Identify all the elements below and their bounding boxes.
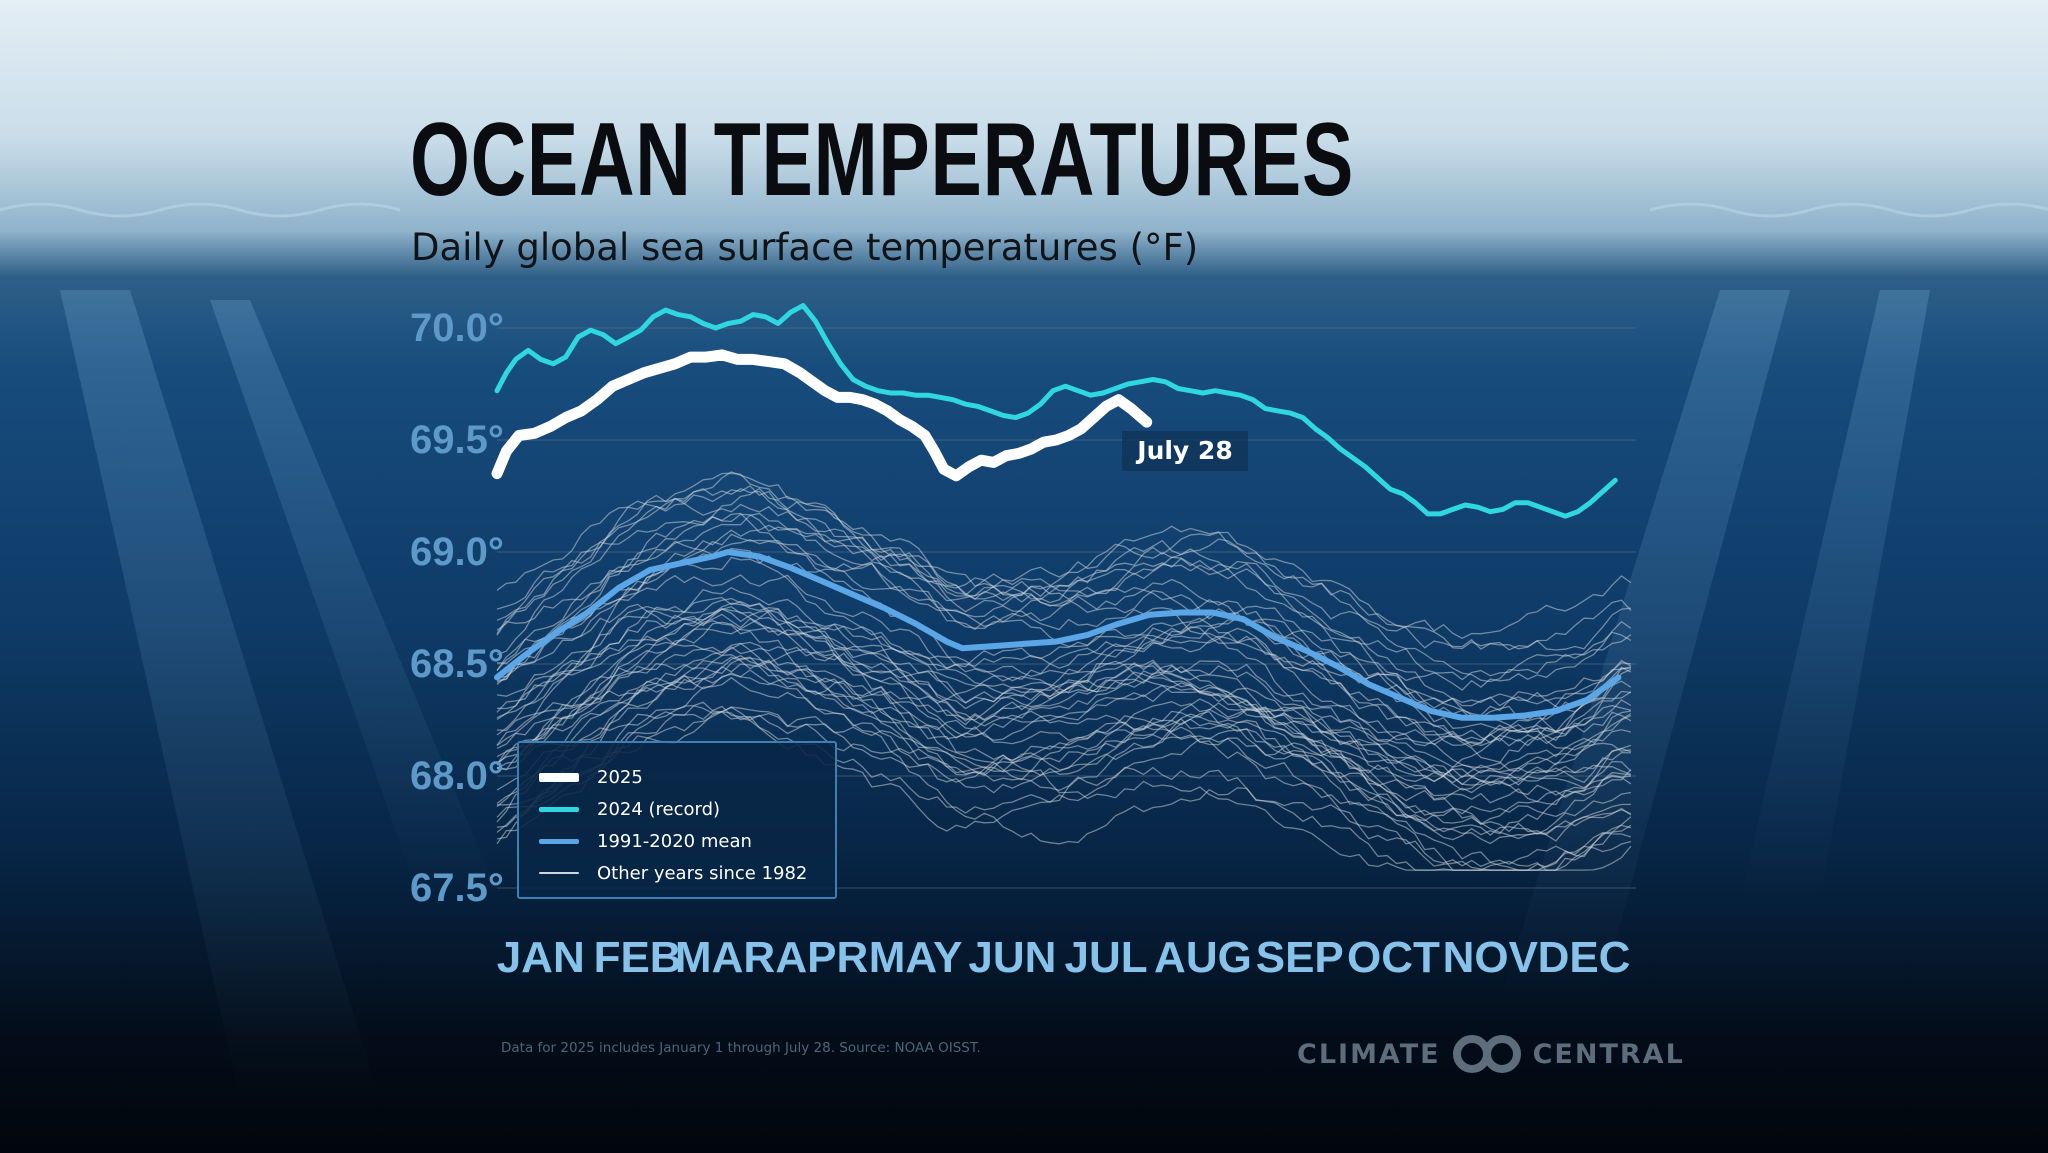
logo-word-left: CLIMATE (1297, 1038, 1441, 1070)
highlight-series (491, 303, 1622, 721)
other-year-line (496, 705, 1632, 871)
other-year-line (496, 605, 1632, 736)
x-tick-label: JAN (497, 933, 585, 982)
page-subtitle: Daily global sea surface temperatures (°… (411, 226, 1199, 269)
other-year-line (496, 485, 1632, 683)
other-year-line (496, 512, 1631, 747)
other-year-line (496, 533, 1632, 684)
other-year-line (496, 617, 1631, 771)
y-axis: 70.0° 69.5° 69.0° 68.5° 68.0° 67.5° (410, 306, 504, 910)
series-mean-line (494, 549, 1622, 721)
x-tick-label: AUG (1154, 933, 1252, 982)
page-title: OCEAN TEMPERATURES (410, 102, 1355, 218)
other-year-line (496, 472, 1632, 640)
other-year-line (496, 597, 1632, 747)
legend-label: 2025 (597, 766, 643, 788)
legend-item-2024: 2024 (record) (539, 793, 835, 825)
other-year-line (496, 487, 1632, 737)
other-year-line (496, 663, 1632, 802)
other-year-line (496, 698, 1632, 840)
y-tick-label: 70.0° (410, 306, 504, 350)
y-tick-label: 68.5° (410, 642, 504, 686)
source-footnote: Data for 2025 includes January 1 through… (501, 1040, 981, 1056)
x-tick-label: FEB (594, 933, 682, 982)
legend-swatch (539, 872, 579, 874)
x-tick-label: JUN (968, 933, 1056, 982)
y-tick-label: 68.0° (410, 754, 504, 798)
date-callout: July 28 (1122, 431, 1248, 471)
other-year-line (496, 617, 1631, 804)
other-year-line (496, 673, 1632, 845)
other-year-line (496, 656, 1632, 871)
x-tick-label: DEC (1538, 933, 1631, 982)
legend-label: 1991-2020 mean (597, 830, 752, 852)
other-year-line (496, 710, 1632, 865)
other-year-line (496, 471, 1631, 651)
x-tick-label: MAY (869, 933, 963, 982)
legend-label: 2024 (record) (597, 798, 721, 820)
x-tick-label: APR (775, 933, 868, 982)
other-year-line (496, 701, 1632, 836)
x-tick-label: NOV (1443, 933, 1539, 982)
other-year-line (496, 711, 1632, 871)
wave-left (0, 202, 401, 218)
other-year-line (496, 513, 1632, 650)
other-year-line (496, 676, 1632, 871)
other-year-line (496, 512, 1632, 707)
other-year-line (496, 613, 1632, 781)
legend-item-mean: 1991-2020 mean (539, 825, 835, 857)
legend-label: Other years since 1982 (597, 862, 808, 884)
legend-item-2025: 2025 (539, 761, 835, 793)
legend-swatch (539, 838, 579, 844)
logo-word-right: CENTRAL (1532, 1038, 1685, 1070)
other-year-line (496, 487, 1632, 691)
other-year-line (496, 586, 1632, 747)
other-year-line (496, 497, 1632, 746)
x-tick-label: SEP (1256, 933, 1344, 982)
series-2025-line (491, 349, 1153, 482)
x-tick-label: MAR (675, 933, 775, 982)
series-2024-line (494, 303, 1618, 519)
legend-item-other-years: Other years since 1982 (539, 857, 835, 889)
linked-rings-icon (1452, 1035, 1521, 1073)
y-tick-label: 69.5° (410, 418, 504, 462)
wave-right (1649, 202, 2048, 218)
x-tick-label: JUL (1065, 933, 1148, 982)
climate-central-logo: CLIMATE CENTRAL (1297, 1030, 1685, 1078)
y-tick-label: 67.5° (410, 866, 504, 910)
y-tick-label: 69.0° (410, 530, 504, 574)
other-year-line (496, 641, 1632, 841)
legend-swatch (539, 806, 579, 812)
legend-swatch (539, 772, 579, 782)
x-tick-label: OCT (1347, 933, 1440, 982)
chart-legend: 2025 2024 (record) 1991-2020 mean Other … (517, 741, 837, 899)
other-years-series (496, 471, 1632, 871)
